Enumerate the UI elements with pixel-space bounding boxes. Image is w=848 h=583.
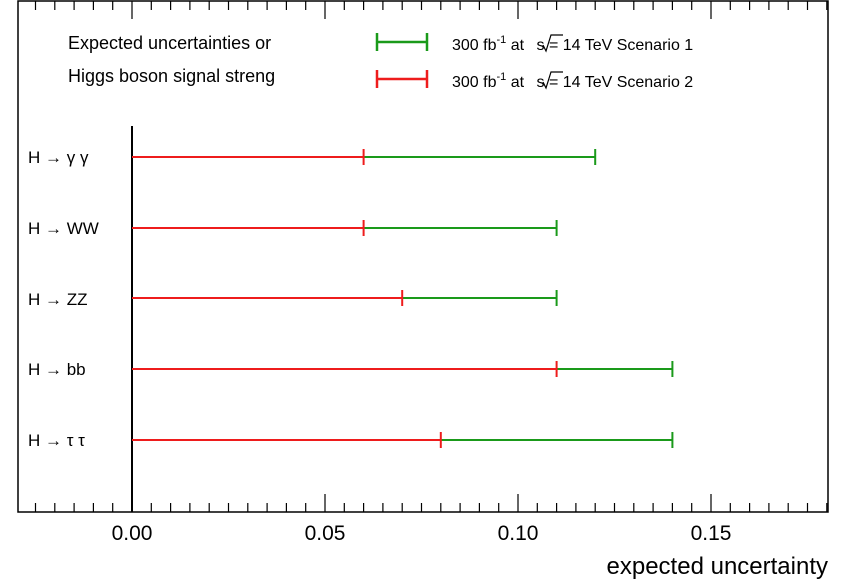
- category-label: H → WW: [28, 219, 99, 238]
- x-tick-label: 0.10: [498, 522, 539, 545]
- category-label: H → γ γ: [28, 148, 89, 167]
- legend-mask: [365, 24, 455, 94]
- legend-header-line-1: Expected uncertainties or: [68, 33, 271, 53]
- legend-entry-scenario-2: 300 fb-1 at s = 14 TeV Scenario 2: [375, 70, 693, 91]
- legend-header-line-2: Higgs boson signal streng: [68, 66, 275, 86]
- plot-frame: [17, 0, 829, 513]
- category-label: H → bb: [28, 360, 86, 379]
- legend-label-scenario-1: 300 fb-1 at s = 14 TeV Scenario 1: [452, 34, 693, 54]
- category-label: H → ZZ: [28, 290, 88, 309]
- axis-ticks: [34, 1, 828, 512]
- legend-sqrt-sign-1: [542, 34, 563, 53]
- legend-sqrt-sign-2: [542, 71, 563, 90]
- data-marks: [132, 149, 674, 448]
- legend-label-scenario-2: 300 fb-1 at s = 14 TeV Scenario 2: [452, 71, 693, 91]
- x-tick-label: 0.15: [691, 522, 732, 545]
- legend-entry-scenario-1: 300 fb-1 at s = 14 TeV Scenario 1: [375, 33, 693, 54]
- category-label: H → τ τ: [28, 431, 85, 450]
- x-tick-label: 0.00: [112, 522, 153, 545]
- x-axis-title: expected uncertainty: [607, 553, 828, 580]
- x-tick-label: 0.05: [305, 522, 346, 545]
